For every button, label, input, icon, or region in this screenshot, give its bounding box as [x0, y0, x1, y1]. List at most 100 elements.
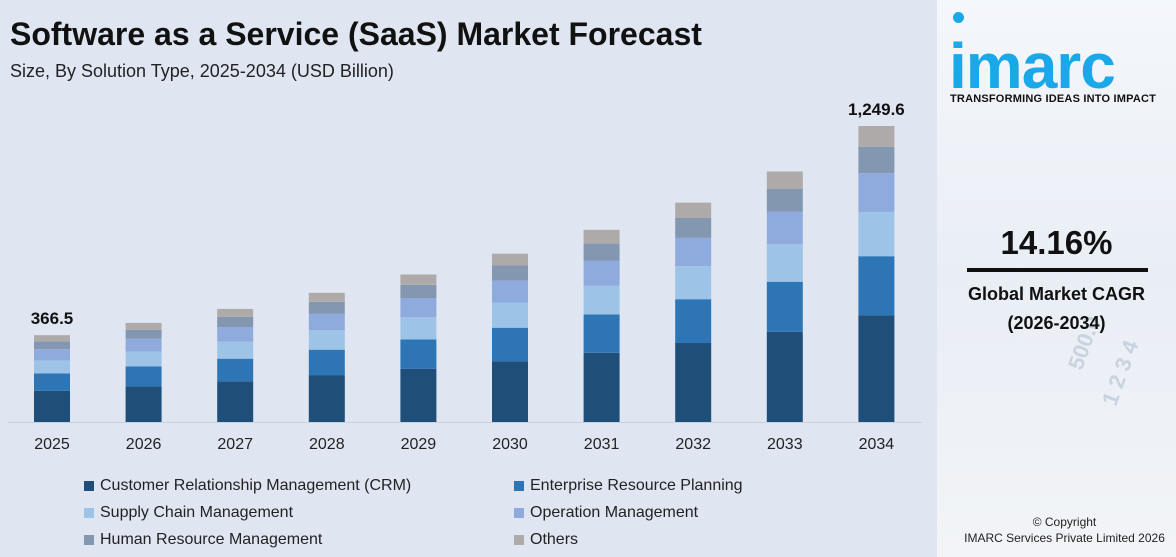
bar-segment [858, 126, 895, 147]
copyright-line-2: IMARC Services Private Limited 2026 [964, 531, 1165, 545]
x-tick-label: 2034 [859, 436, 895, 453]
bar-segment [125, 366, 162, 387]
bar-segment [858, 173, 895, 212]
legend-swatch [514, 535, 524, 545]
x-tick-label: 2029 [401, 436, 437, 453]
x-tick-label: 2031 [584, 436, 620, 453]
x-tick-label: 2025 [34, 436, 70, 453]
bar-segment [34, 335, 70, 342]
logo-dot-icon [953, 12, 964, 23]
bar-segment [492, 265, 528, 281]
legend-item: Enterprise Resource Planning [514, 477, 743, 495]
bar-segment [583, 229, 620, 244]
legend-label: Supply Chain Management [100, 504, 294, 521]
legend-label: Human Resource Management [100, 531, 323, 548]
bar-segment [125, 329, 162, 339]
bar-segment [308, 330, 345, 350]
bar-segment [583, 314, 620, 353]
bar-segment [675, 299, 712, 344]
bar-segment [217, 316, 254, 327]
bar-segment [766, 331, 803, 422]
bar-segment [675, 237, 712, 267]
legend-swatch [84, 535, 94, 545]
bar-segment [766, 189, 803, 212]
legend-swatch [84, 481, 94, 491]
bar-segment [308, 301, 345, 314]
bar-segment [217, 341, 254, 359]
chart-subtitle: Size, By Solution Type, 2025-2034 (USD B… [10, 61, 394, 81]
bar-segment [34, 360, 70, 374]
logo-tagline: TRANSFORMING IDEAS INTO IMPACT [950, 93, 1157, 105]
bar-segment [766, 244, 803, 282]
bar-segment [34, 341, 70, 350]
data-label: 1,249.6 [848, 100, 905, 119]
bar-segment [217, 327, 254, 342]
bar-segment [583, 243, 620, 261]
bar-segment [492, 361, 528, 422]
sidebar-panel: 500.0 1 2 3 4 imarc TRANSFORMING IDEAS I… [937, 0, 1176, 557]
x-tick-label: 2027 [217, 436, 253, 453]
x-tick-label: 2030 [492, 436, 528, 453]
x-tick-label: 2026 [126, 436, 162, 453]
bar-segment [125, 351, 162, 367]
bar-segment [858, 211, 895, 257]
bar-segment [583, 352, 620, 422]
bar-segment [308, 313, 345, 331]
cagr-period: (2026-2034) [1007, 313, 1106, 333]
bar-segment [675, 343, 712, 422]
cagr-divider [967, 268, 1148, 272]
bar-segment [125, 322, 162, 330]
chart-area: Software as a Service (SaaS) Market Fore… [8, 16, 922, 549]
bar-segment [492, 302, 528, 328]
bar-segment [400, 368, 437, 422]
bar-segment [858, 315, 895, 422]
bar-segment [766, 171, 803, 189]
cagr-label: Global Market CAGR [967, 284, 1146, 304]
bar-segment [492, 280, 528, 303]
bar-segment [675, 266, 712, 300]
legend-swatch [514, 481, 524, 491]
legend-swatch [84, 508, 94, 518]
cagr-value: 14.16% [1000, 224, 1113, 261]
legend-item: Operation Management [514, 504, 698, 522]
bar-segment [34, 349, 70, 361]
bar-segment [34, 373, 70, 391]
bar-segment [217, 358, 254, 382]
bar-segment [217, 381, 254, 422]
x-tick-label: 2033 [767, 436, 803, 453]
legend-item: Human Resource Management [84, 531, 322, 549]
bar-segment [308, 292, 345, 302]
stacked-bar-chart: 2025 366.5 2026 2027 2028 2029 2030 2031 2032 203… [8, 100, 922, 453]
chart-title: Software as a Service (SaaS) Market Fore… [10, 16, 702, 52]
bar-segment [858, 256, 895, 316]
bar-segment [583, 260, 620, 286]
x-tick-label: 2032 [675, 436, 711, 453]
data-label: 366.5 [31, 309, 74, 328]
bar-segment [400, 317, 437, 340]
bar-segment [675, 218, 712, 238]
x-tick-label: 2028 [309, 436, 345, 453]
bar-segment [308, 375, 345, 422]
bar-segment [400, 339, 437, 369]
bar-segment [766, 281, 803, 332]
imarc-logo: imarc [949, 30, 1116, 102]
legend-label: Operation Management [530, 504, 699, 521]
bar-segment [125, 338, 162, 352]
bar-segment [766, 211, 803, 245]
bar-segment [400, 284, 437, 299]
legend-swatch [514, 508, 524, 518]
legend-label: Customer Relationship Management (CRM) [100, 477, 412, 494]
bar-segment [675, 202, 712, 218]
bar-segment [34, 390, 70, 422]
legend-label: Others [530, 531, 579, 548]
bar-segment [217, 308, 254, 317]
legend-item: Customer Relationship Management (CRM) [84, 477, 411, 495]
bar-segment [858, 146, 895, 174]
legend-item: Supply Chain Management [84, 504, 293, 522]
legend-item: Others [514, 531, 578, 549]
bar-segment [400, 298, 437, 318]
bar-segment [583, 285, 620, 315]
legend-label: Enterprise Resource Planning [530, 477, 743, 494]
copyright-line-1: © Copyright [1032, 515, 1097, 529]
bar-segment [308, 349, 345, 376]
